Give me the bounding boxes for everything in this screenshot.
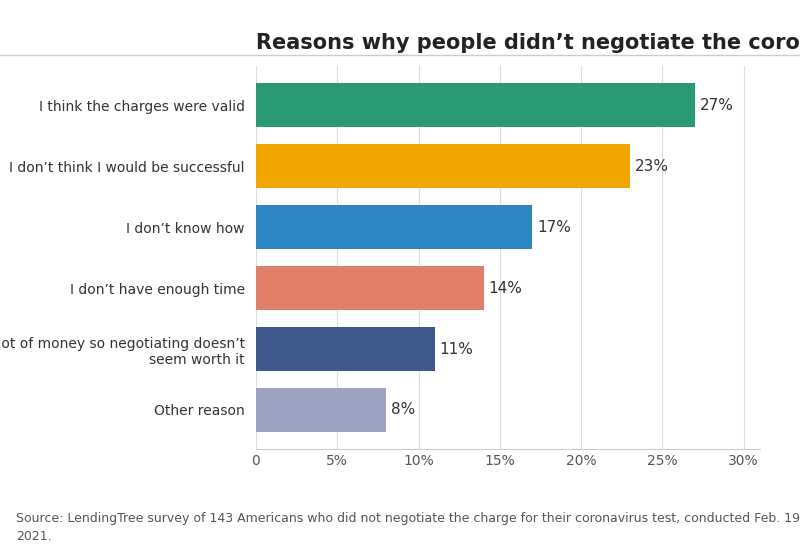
Text: 17%: 17% bbox=[538, 220, 571, 235]
Text: 8%: 8% bbox=[391, 402, 415, 418]
Bar bbox=[256, 327, 435, 371]
Text: Reasons why people didn’t negotiate the coronavirus test cost: Reasons why people didn’t negotiate the … bbox=[256, 33, 800, 53]
Bar bbox=[256, 205, 532, 249]
Text: 27%: 27% bbox=[700, 98, 734, 113]
Bar bbox=[256, 83, 695, 127]
Text: Source: LendingTree survey of 143 Americans who did not negotiate the charge for: Source: LendingTree survey of 143 Americ… bbox=[16, 511, 800, 543]
Text: 11%: 11% bbox=[440, 341, 474, 357]
Bar bbox=[256, 266, 484, 310]
Bar bbox=[256, 144, 630, 188]
Bar bbox=[256, 388, 386, 432]
Text: 23%: 23% bbox=[635, 158, 669, 174]
Text: 14%: 14% bbox=[489, 281, 522, 295]
